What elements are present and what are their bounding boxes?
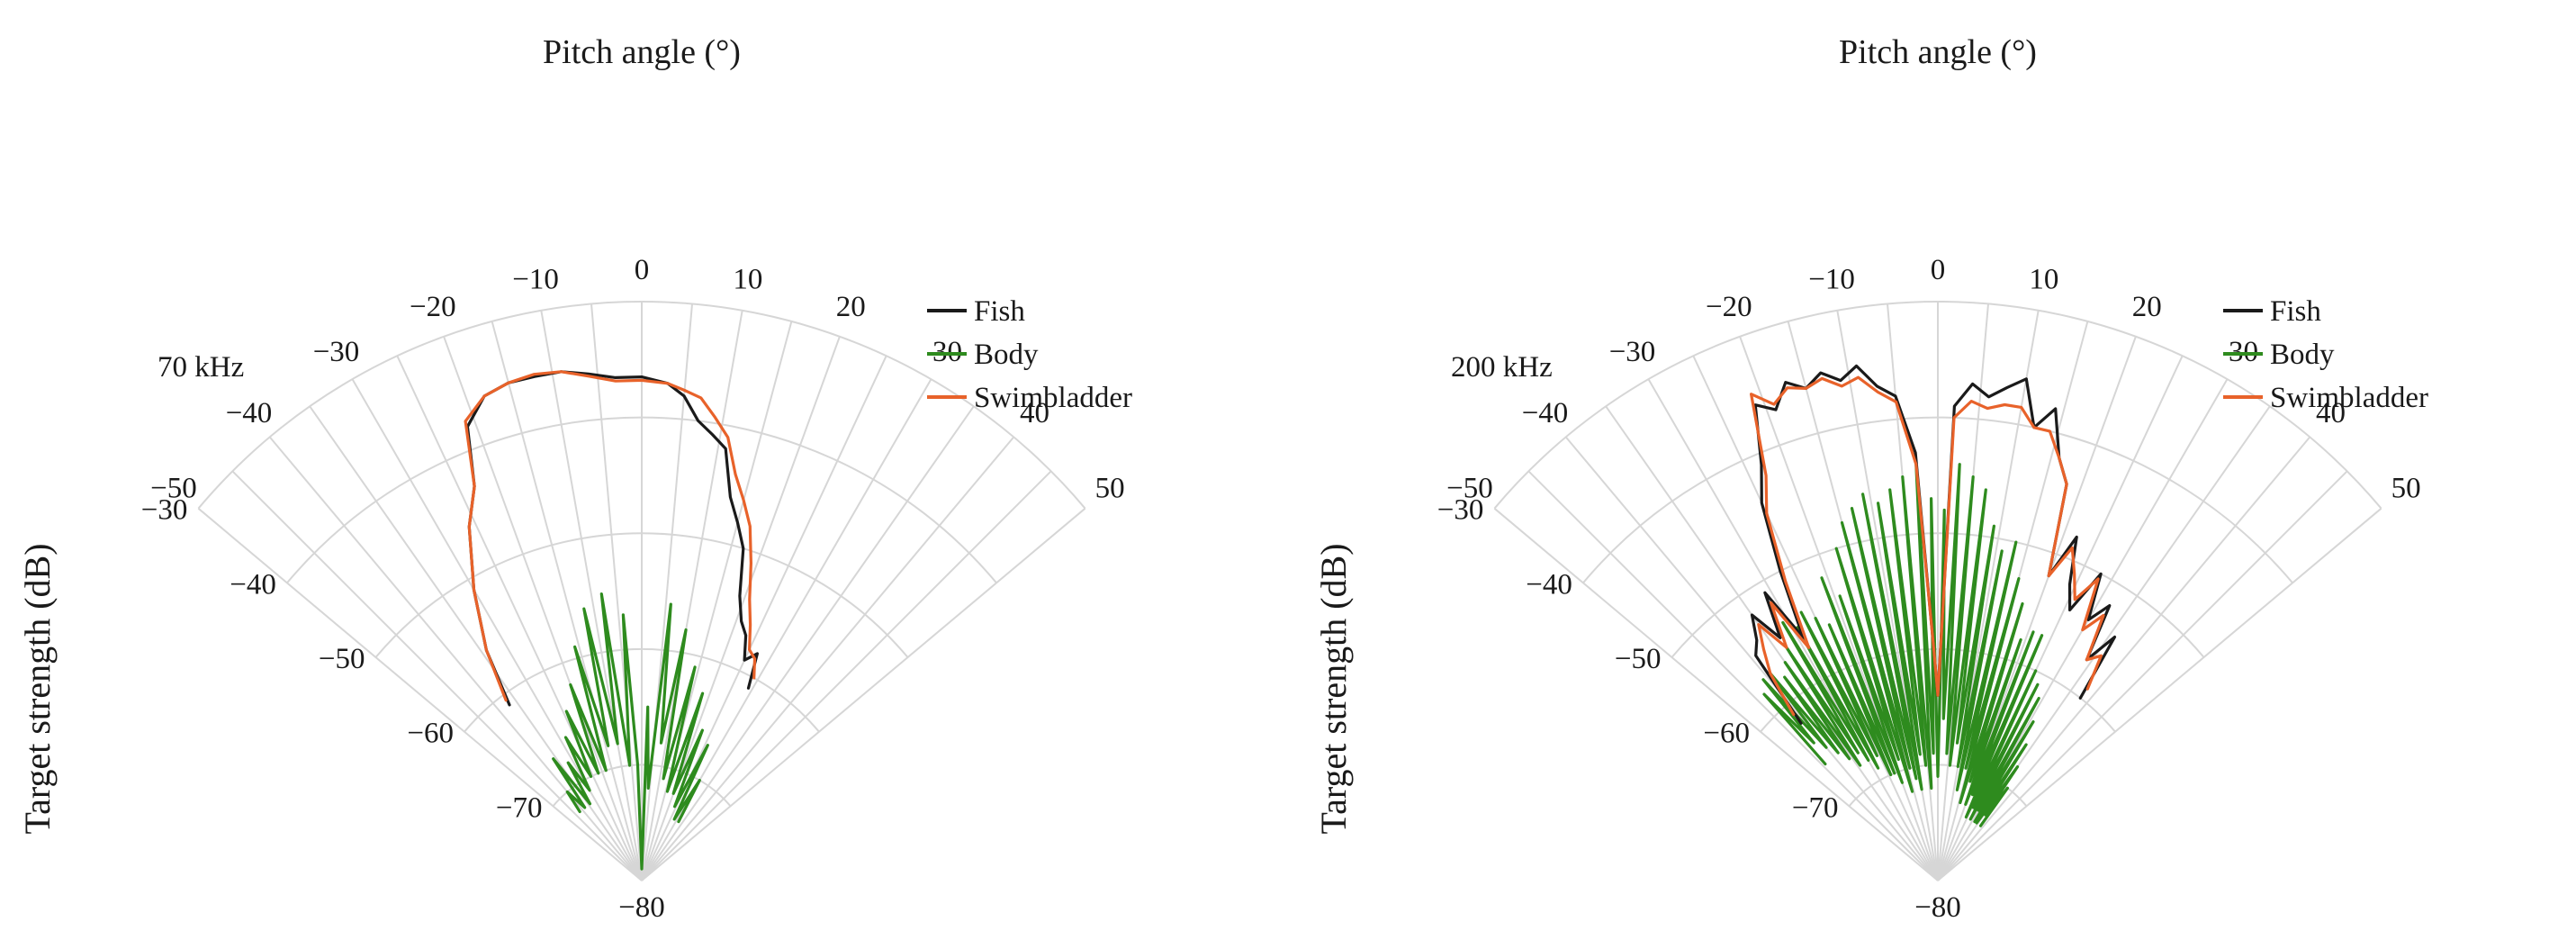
r-tick-label: −50 bbox=[319, 643, 365, 675]
theta-tick-label: 0 bbox=[635, 254, 650, 286]
grid-spoke bbox=[540, 310, 643, 881]
legend-label-fish: Fish bbox=[974, 295, 1025, 328]
legend-label-body: Body bbox=[974, 339, 1039, 371]
frequency-annotation: 70 kHz bbox=[158, 351, 244, 384]
r-tick-label: −40 bbox=[230, 568, 276, 601]
frequency-annotation: 200 kHz bbox=[1451, 351, 1553, 384]
grid-spoke bbox=[1937, 310, 2040, 881]
legend-label-fish: Fish bbox=[2270, 295, 2321, 328]
grid-spoke bbox=[641, 303, 693, 881]
grid-spoke bbox=[641, 436, 1015, 881]
chart-title: Pitch angle (°) bbox=[543, 33, 741, 71]
r-tick-label: −60 bbox=[407, 718, 454, 750]
grid-spoke bbox=[641, 321, 793, 881]
r-tick-label: −80 bbox=[1914, 891, 1961, 924]
theta-tick-label: 10 bbox=[733, 263, 762, 295]
grid-spoke bbox=[641, 310, 743, 881]
grid-spoke bbox=[443, 336, 643, 881]
r-tick-label: −40 bbox=[1526, 568, 1572, 601]
y-axis-label: Target strength (dB) bbox=[17, 543, 58, 834]
theta-tick-label: 50 bbox=[1095, 473, 1125, 505]
legend-label-swimbladder: Swimbladder bbox=[2270, 382, 2428, 414]
grid-spoke bbox=[1739, 336, 1939, 881]
series-body-line bbox=[552, 592, 709, 871]
r-tick-label: −80 bbox=[618, 891, 665, 924]
r-tick-label: −30 bbox=[1437, 494, 1484, 527]
grid-arc bbox=[197, 300, 1086, 510]
grid-spoke bbox=[1605, 405, 1939, 881]
y-axis-label: Target strength (dB) bbox=[1313, 543, 1354, 834]
r-tick-label: −60 bbox=[1703, 718, 1750, 750]
grid-spoke bbox=[1937, 507, 2382, 881]
grid-spoke bbox=[1937, 436, 2311, 881]
grid-spoke bbox=[641, 405, 975, 881]
grid-spoke bbox=[231, 470, 643, 881]
legend-label-body: Body bbox=[2270, 339, 2335, 371]
theta-tick-label: −40 bbox=[1522, 397, 1569, 429]
grid-spoke bbox=[351, 378, 643, 881]
theta-tick-label: −50 bbox=[1446, 473, 1493, 505]
series-swimbladder-line bbox=[464, 370, 757, 702]
grid-spoke bbox=[268, 436, 643, 881]
theta-tick-label: −10 bbox=[1808, 263, 1855, 295]
grid-spoke bbox=[641, 507, 1086, 881]
theta-tick-label: 10 bbox=[2029, 263, 2058, 295]
chart-title: Pitch angle (°) bbox=[1839, 33, 2037, 71]
grid-spoke bbox=[641, 470, 1052, 881]
r-tick-label: −30 bbox=[141, 494, 188, 527]
theta-tick-label: −30 bbox=[1609, 336, 1656, 368]
theta-tick-label: −20 bbox=[410, 291, 456, 323]
legend-label-swimbladder: Swimbladder bbox=[974, 382, 1132, 414]
grid-spoke bbox=[197, 507, 643, 881]
r-tick-label: −70 bbox=[496, 791, 543, 824]
theta-tick-label: 40 bbox=[2316, 397, 2346, 429]
grid-arc bbox=[1493, 300, 2382, 510]
grid-spoke bbox=[1937, 470, 2348, 881]
theta-tick-label: 20 bbox=[836, 291, 866, 323]
grid-spoke bbox=[1527, 470, 1939, 881]
r-tick-label: −70 bbox=[1792, 791, 1839, 824]
panel-200khz: −50−40−30−20−10 0 1020304050−30−40−50−60−7… bbox=[1313, 33, 2428, 924]
series-swimbladder-line bbox=[1750, 375, 2105, 717]
theta-tick-label: −30 bbox=[313, 336, 360, 368]
theta-tick-label: −20 bbox=[1706, 291, 1752, 323]
grid-spoke bbox=[1564, 436, 1939, 881]
theta-tick-label: 0 bbox=[1931, 254, 1946, 286]
theta-tick-label: −10 bbox=[512, 263, 559, 295]
r-tick-label: −50 bbox=[1615, 643, 1662, 675]
grid-spoke bbox=[1493, 507, 1939, 881]
grid-spoke bbox=[590, 303, 643, 881]
theta-tick-label: −50 bbox=[150, 473, 197, 505]
grid-spoke bbox=[396, 355, 643, 881]
panel-70khz: −50−40−30−20−10 0 1020304050−30−40−50−60−7… bbox=[17, 33, 1132, 924]
theta-tick-label: −40 bbox=[226, 397, 273, 429]
theta-tick-label: 50 bbox=[2391, 473, 2421, 505]
theta-tick-label: 40 bbox=[1020, 397, 1049, 429]
grid-spoke bbox=[491, 321, 643, 881]
theta-tick-label: 20 bbox=[2132, 291, 2162, 323]
